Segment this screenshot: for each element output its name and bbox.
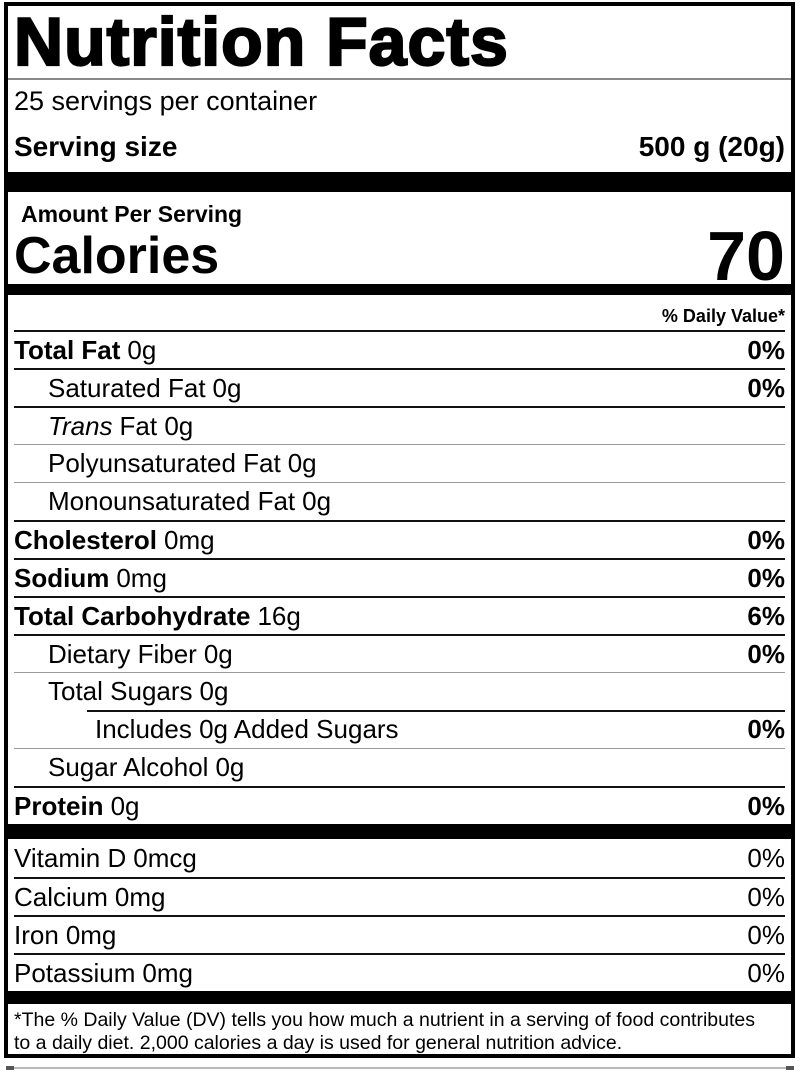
- servings-per-container: 25 servings per container: [14, 86, 318, 116]
- footnote-line-2: to a daily diet. 2,000 calories a day is…: [14, 1032, 623, 1054]
- nutrient-row-polyunsaturated-fat: Polyunsaturated Fat 0g: [14, 444, 785, 482]
- nutrient-pct: 0%: [747, 524, 785, 555]
- nutrient-name: Total Sugars: [48, 676, 193, 706]
- serving-size-row: Serving size 500 g (20g): [14, 122, 785, 172]
- nutrient-pct: 0%: [747, 957, 785, 988]
- vitamins-divider-bar: [8, 824, 791, 839]
- nutrient-amount: 0mg: [142, 957, 193, 988]
- nutrient-amount: 0g: [127, 334, 157, 365]
- nutrient-pct: 6%: [747, 600, 785, 631]
- vitamin-row-calcium: Calcium 0mg 0%: [14, 877, 785, 915]
- nutrient-amount: 0g: [215, 752, 245, 782]
- nutrient-amount: 0mcg: [133, 842, 197, 873]
- footnote-line-1: *The % Daily Value (DV) tells you how mu…: [14, 1009, 755, 1031]
- vitamin-row-potassium: Potassium 0mg 0%: [14, 953, 785, 991]
- nutrient-amount: 16g: [257, 600, 301, 631]
- nutrient-pct: 0%: [747, 334, 785, 365]
- nutrient-pct: 0%: [747, 638, 785, 669]
- nutrient-name: Cholesterol: [14, 524, 158, 555]
- nutrient-name: Total Carbohydrate: [14, 600, 251, 631]
- serving-size-label: Serving size: [14, 131, 178, 162]
- nutrient-amount: 0g: [110, 790, 140, 821]
- vitamin-row-vitamin-d: Vitamin D 0mcg 0%: [14, 839, 785, 877]
- nutrient-row-cholesterol: Cholesterol 0mg 0%: [14, 520, 785, 558]
- daily-value-footnote: *The % Daily Value (DV) tells you how mu…: [14, 1004, 785, 1054]
- vitamin-row-iron: Iron 0mg 0%: [14, 915, 785, 953]
- footnote-divider-bar: [8, 991, 791, 1004]
- nutrient-amount: 0g: [203, 638, 233, 669]
- daily-value-header: % Daily Value*: [661, 306, 785, 326]
- nutrient-row-total-carbohydrate: Total Carbohydrate 16g 6%: [14, 596, 785, 634]
- nutrient-amount: 0g: [212, 372, 242, 403]
- calories-row: Calories 70: [14, 217, 785, 295]
- nutrient-amount: 0mg: [114, 881, 166, 912]
- nutrient-amount: 0mg: [116, 562, 167, 593]
- serving-size-value: 500 g (20g): [638, 131, 785, 162]
- nutrient-name: Protein: [14, 790, 104, 821]
- nutrient-name: Sodium: [14, 562, 110, 593]
- nutrient-name: Potassium: [14, 957, 136, 988]
- nutrient-name: Dietary Fiber: [48, 638, 197, 669]
- nutrient-name: Iron: [14, 919, 59, 950]
- nutrient-pct: 0%: [747, 881, 785, 912]
- nutrient-name: Calcium: [14, 881, 108, 912]
- nutrient-name: Trans: [48, 410, 113, 441]
- nutrient-amount: 0mg: [65, 919, 117, 950]
- nutrient-row-saturated-fat: Saturated Fat 0g 0%: [14, 368, 785, 406]
- label-title: Nutrition Facts: [13, 4, 509, 80]
- nutrient-row-dietary-fiber: Dietary Fiber 0g 0%: [14, 634, 785, 672]
- nutrient-name: Sugar Alcohol: [48, 752, 209, 782]
- nutrient-row-monounsaturated-fat: Monounsaturated Fat 0g: [14, 482, 785, 520]
- nutrient-name: Saturated Fat: [48, 372, 206, 403]
- nutrient-amount: Fat 0g: [119, 410, 194, 441]
- nutrient-name: Total Fat: [14, 334, 121, 365]
- nutrient-amount: 0g: [199, 676, 229, 706]
- calories-value: 70: [707, 217, 785, 295]
- thick-divider-bar: [8, 172, 791, 192]
- nutrient-row-total-fat: Total Fat 0g 0%: [14, 330, 785, 368]
- nutrient-pct: 0%: [747, 842, 785, 873]
- nutrient-row-trans-fat: Trans Fat 0g: [14, 406, 785, 444]
- amount-per-serving-label: Amount Per Serving: [21, 201, 243, 227]
- nutrient-name: Monounsaturated Fat: [48, 486, 296, 516]
- nutrition-facts-label: Nutrition Facts 25 servings per containe…: [4, 2, 795, 1058]
- nutrient-pct: 0%: [747, 713, 785, 744]
- calories-label: Calories: [14, 227, 220, 285]
- title-divider: [8, 78, 791, 80]
- nutrient-name: Polyunsaturated Fat: [48, 448, 281, 478]
- nutrient-name: Vitamin D: [14, 842, 127, 873]
- nutrient-pct: 0%: [747, 372, 785, 403]
- nutrient-pct: 0%: [747, 562, 785, 593]
- nutrient-amount: 0g: [302, 486, 332, 516]
- nutrient-amount: 0mg: [164, 524, 215, 555]
- nutrient-row-total-sugars: Total Sugars 0g: [14, 672, 785, 710]
- nutrient-name: Includes 0g Added Sugars: [95, 713, 399, 744]
- page-edge-line: [6, 1066, 794, 1070]
- nutrient-row-sodium: Sodium 0mg 0%: [14, 558, 785, 596]
- nutrient-row-added-sugars: Includes 0g Added Sugars 0%: [14, 710, 785, 748]
- nutrient-pct: 0%: [747, 919, 785, 950]
- calories-divider-bar: [8, 284, 791, 295]
- nutrient-row-protein: Protein 0g 0%: [14, 786, 785, 824]
- nutrient-amount: 0g: [287, 448, 317, 478]
- nutrient-row-sugar-alcohol: Sugar Alcohol 0g: [14, 748, 785, 786]
- nutrient-pct: 0%: [747, 790, 785, 821]
